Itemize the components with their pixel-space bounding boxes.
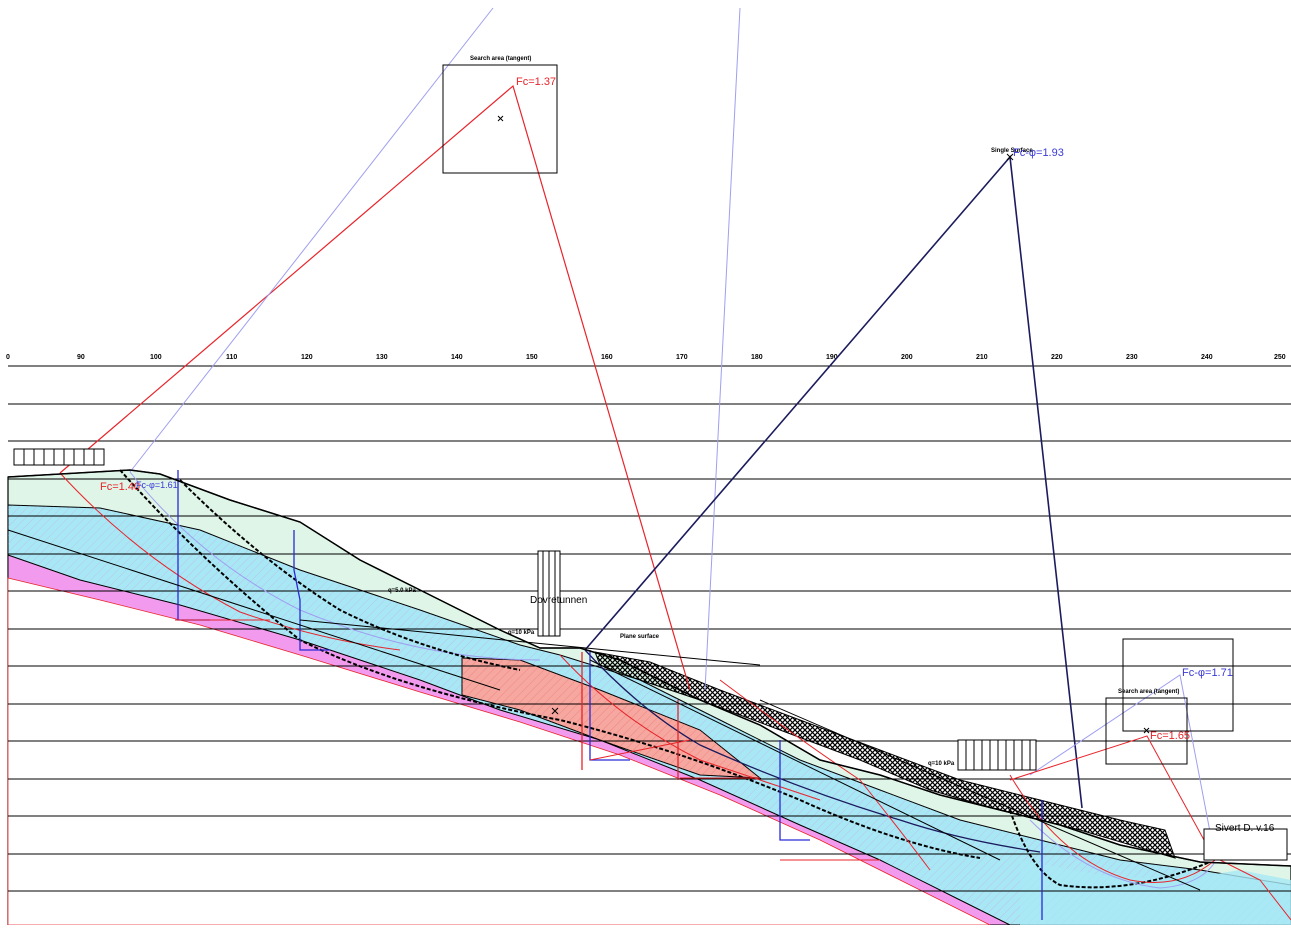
tick-label: 110: [226, 354, 237, 361]
slip-arc-dashed-right: [1009, 809, 1211, 889]
tick-label: 240: [1201, 354, 1213, 361]
slip-arc-navy: [584, 649, 1041, 853]
fc-label-left: Fc=1.40: [100, 481, 140, 493]
tick-label: 90: [77, 354, 85, 361]
slip-arc-lavender-right: [1029, 819, 1216, 889]
radius-lavender-right: [1029, 674, 1216, 859]
tick-label: 190: [826, 354, 838, 361]
plane-surface-label: Plane surface: [620, 634, 660, 640]
building-label-right: Sivert D. v.16: [1215, 823, 1275, 834]
tick-label: 250: [1274, 354, 1286, 361]
tick-label: 220: [1051, 354, 1063, 361]
search-area-label-right: Search area (tangent): [1118, 689, 1179, 695]
tick-label: 210: [976, 354, 988, 361]
soil-layer-salmon-hatch: [462, 658, 760, 778]
search-area-box-top: [442, 64, 558, 174]
tick-label: 100: [150, 354, 162, 361]
tick-label: 160: [601, 354, 613, 361]
tick-label: 120: [301, 354, 313, 361]
tick-label: 230: [1126, 354, 1138, 361]
centre-markers: [497, 115, 1150, 734]
cross-marker: [1143, 727, 1150, 734]
load-label-mid: q=10 kPa: [508, 630, 535, 636]
fc-label-right: Fc=1.65: [1150, 730, 1190, 742]
boundary-line: [759, 699, 1201, 891]
layer-boundaries: [7, 529, 1201, 891]
fcphi-label-right: Fc-φ=1.71: [1182, 667, 1233, 679]
cross-marker: [551, 707, 559, 715]
blue-profile-4: [779, 740, 810, 841]
building-left: [13, 448, 105, 466]
search-area-label-top: Search area (tangent): [470, 56, 531, 62]
building-right-load: [957, 739, 1037, 771]
building-label-mid: Dovretunnen: [530, 595, 587, 606]
radius-red-right: [1009, 735, 1216, 861]
tick-label: 180: [751, 354, 763, 361]
below-bedrock: [7, 577, 991, 926]
radius-lavender-mid: [704, 7, 741, 691]
fcphi-label-single: Fc-φ=1.93: [1013, 147, 1064, 159]
building-mid: [537, 550, 561, 637]
tick-label: 150: [526, 354, 538, 361]
single-surface-label: Single Surface: [991, 148, 1033, 154]
ground-surface: [7, 469, 1291, 867]
tick-label: 170: [676, 354, 688, 361]
tick-label: 200: [901, 354, 913, 361]
load-label-right: q=10 kPa: [928, 761, 955, 767]
load-label-upper: q=5.0 kPa: [388, 588, 417, 594]
soil-layers: [7, 469, 1291, 926]
slip-arc-red-far: [1219, 859, 1291, 921]
slip-arc-dashed-2: [179, 479, 521, 671]
slip-arc-dashed-1: [119, 469, 981, 859]
radius-lavender-top: [129, 7, 494, 473]
radius-red-top: [59, 84, 691, 691]
blue-profile-2: [293, 530, 330, 651]
cross-marker: [1006, 153, 1014, 161]
boundary-line: [7, 529, 501, 691]
fc-label-top: Fc=1.37: [516, 76, 556, 88]
fcphi-label-left: Fc-φ=1.61: [136, 480, 178, 490]
tick-label: 0: [6, 354, 10, 361]
tick-label: 130: [376, 354, 388, 361]
bedrock-ticks: [175, 619, 880, 861]
search-areas: [442, 64, 1234, 765]
search-area-box-right-large: [1122, 638, 1234, 732]
axis-ticks: 0 90 100 110 120 130 140 150 160 170 180…: [6, 354, 1286, 361]
tick-label: 140: [451, 354, 463, 361]
slip-arc-red-left: [59, 472, 401, 651]
slip-arc-red-right: [1009, 774, 1216, 883]
cross-marker: [497, 115, 504, 122]
soil-layer-cyan-right: [1020, 860, 1291, 925]
building-right: [1203, 828, 1288, 861]
slip-arc-red-bottom: [719, 679, 931, 871]
boundary-line: [589, 659, 1001, 861]
boundary-line: [299, 619, 761, 666]
